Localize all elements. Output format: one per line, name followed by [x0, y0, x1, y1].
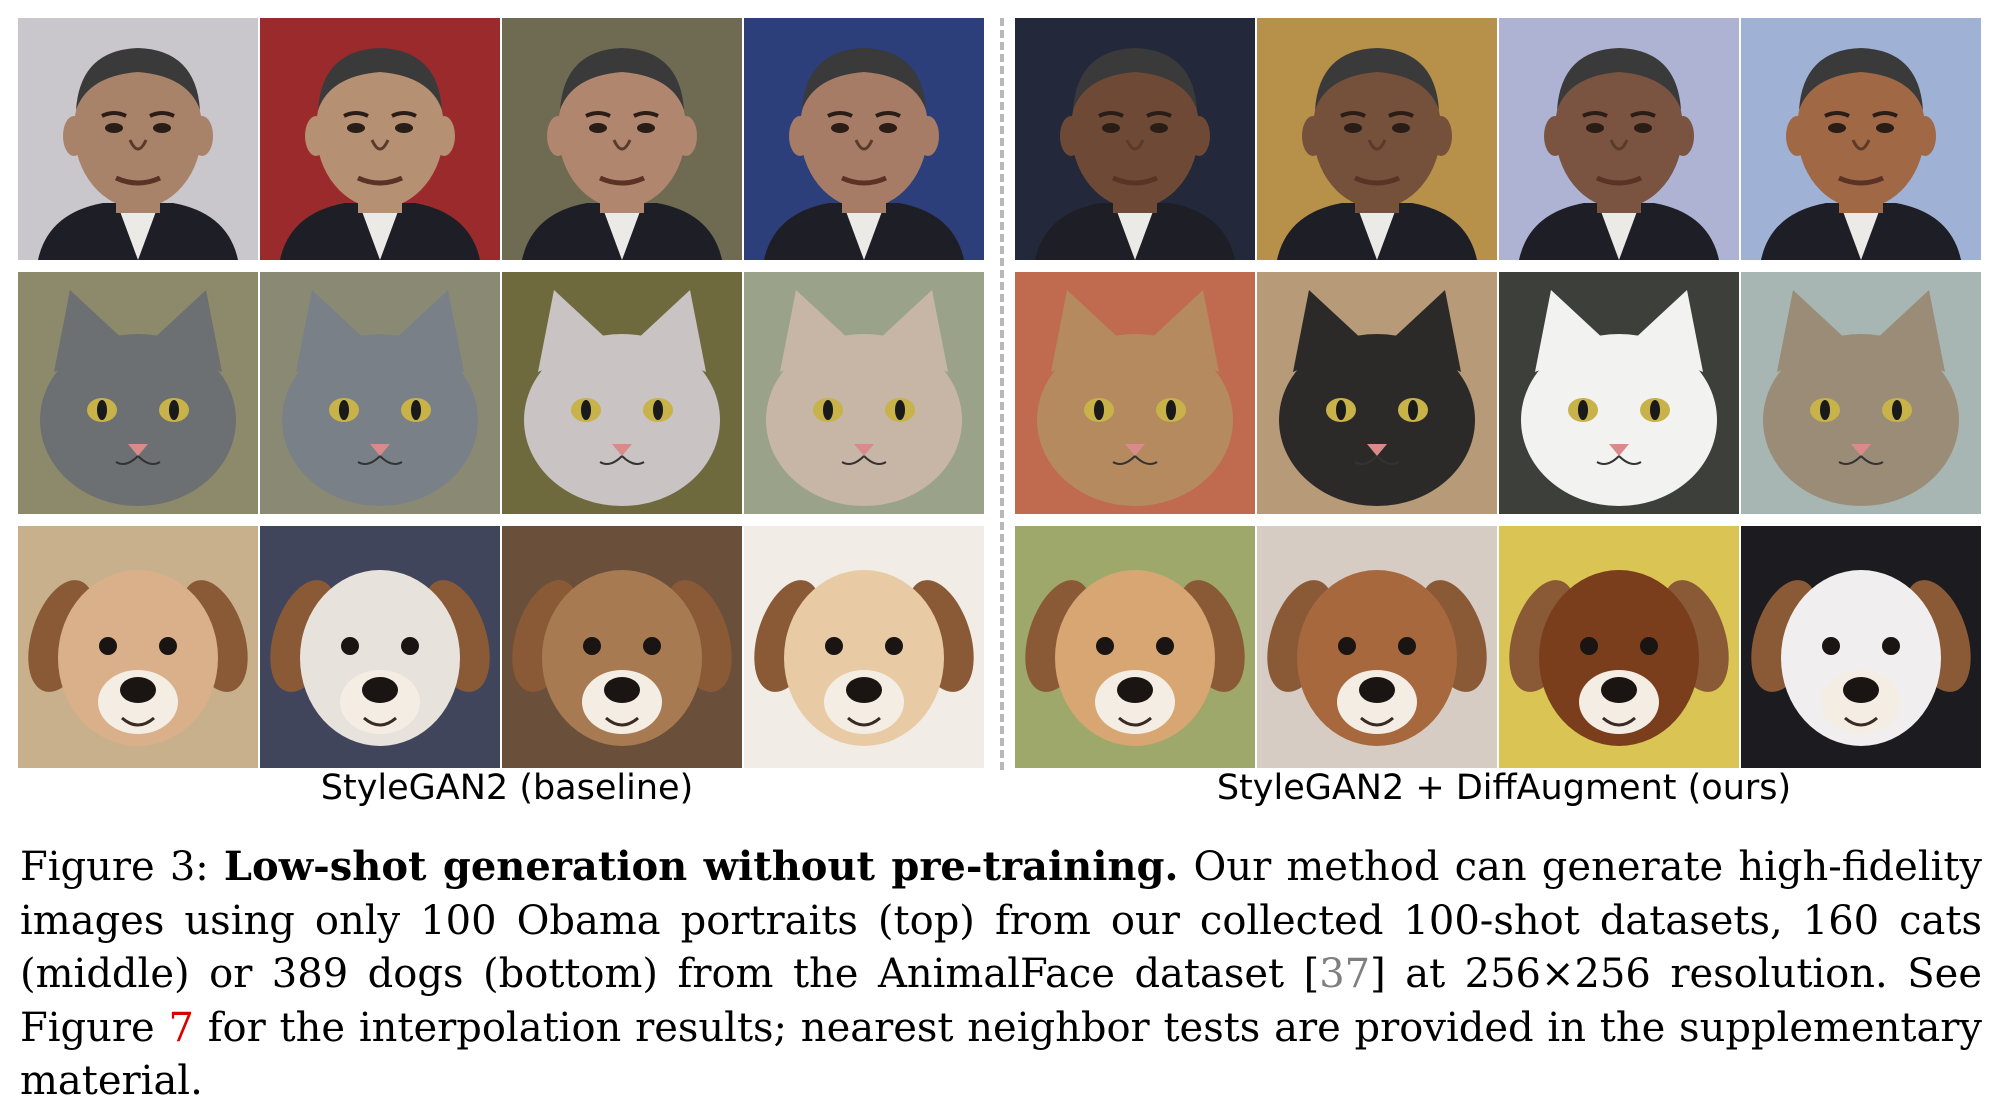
ours-cat-image-2 — [1257, 272, 1497, 514]
caption-prefix: Figure 3: — [20, 844, 224, 890]
ours-obama-image-1 — [1015, 18, 1255, 260]
baseline-image-grid — [18, 18, 996, 770]
ours-dog-image-2 — [1257, 526, 1497, 768]
ours-label: StyleGAN2 + DiffAugment (ours) — [1216, 768, 1792, 808]
caption-text-1: Our method can generate high-fidelity im… — [20, 844, 1983, 997]
baseline-cat-image-4 — [744, 272, 984, 514]
ours-cat-image-1 — [1015, 272, 1255, 514]
baseline-obama-image-1 — [18, 18, 258, 260]
caption-bold-title: Low-shot generation without pre-training… — [223, 843, 1179, 890]
baseline-cat-image-2 — [260, 272, 500, 514]
ours-dog-image-4 — [1741, 526, 1981, 768]
baseline-obama-image-4 — [744, 18, 984, 260]
ours-obama-image-2 — [1257, 18, 1497, 260]
dashed-divider — [1000, 18, 1004, 770]
figure-caption: Figure 3: Low-shot generation without pr… — [20, 840, 1982, 1109]
citation-link[interactable]: 37 — [1319, 951, 1371, 997]
ours-cat-image-3 — [1499, 272, 1739, 514]
baseline-cat-image-1 — [18, 272, 258, 514]
baseline-label: StyleGAN2 (baseline) — [320, 768, 694, 808]
caption-text-3: for the interpolation results; nearest n… — [20, 1004, 1983, 1105]
ours-obama-image-3 — [1499, 18, 1739, 260]
baseline-cat-image-3 — [502, 272, 742, 514]
figure-reference-link[interactable]: 7 — [168, 1004, 194, 1051]
ours-cat-image-4 — [1741, 272, 1981, 514]
ours-obama-image-4 — [1741, 18, 1981, 260]
baseline-dog-image-3 — [502, 526, 742, 768]
caption-text-2: ] at 256×256 resolution. See Figure — [20, 951, 1982, 1051]
ours-image-grid — [1015, 18, 1993, 770]
baseline-dog-image-1 — [18, 526, 258, 768]
baseline-dog-image-4 — [744, 526, 984, 768]
baseline-obama-image-2 — [260, 18, 500, 260]
baseline-dog-image-2 — [260, 526, 500, 768]
ours-dog-image-1 — [1015, 526, 1255, 768]
baseline-obama-image-3 — [502, 18, 742, 260]
ours-dog-image-3 — [1499, 526, 1739, 768]
